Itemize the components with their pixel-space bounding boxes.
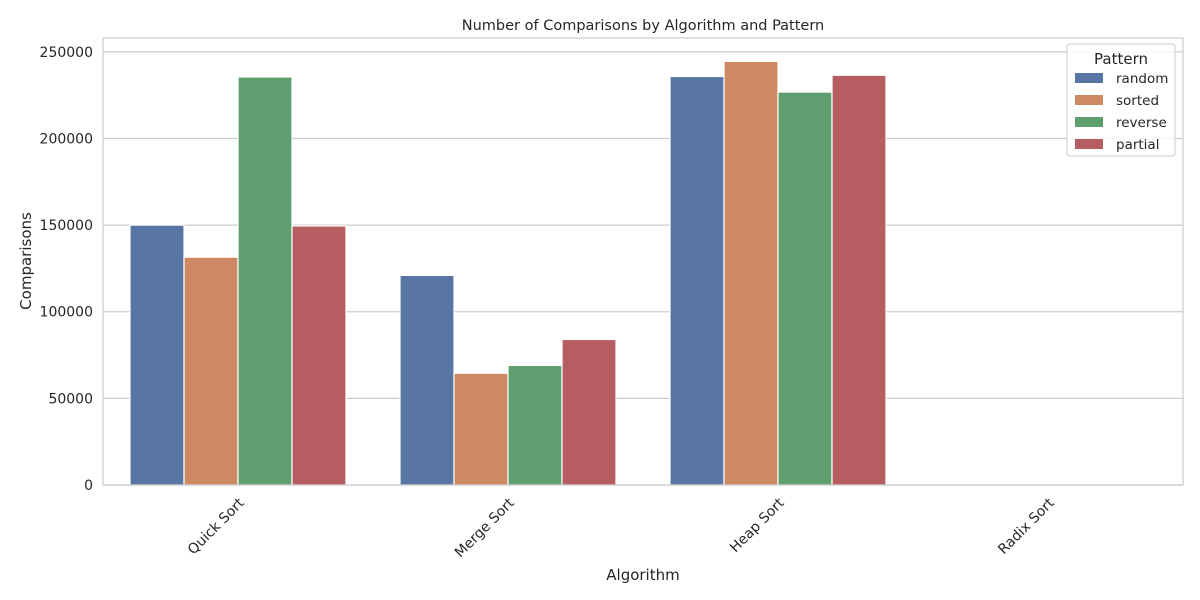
legend-swatch-sorted — [1075, 95, 1103, 105]
bar-reverse — [777, 91, 833, 486]
x-tick-labels: Quick Sort Merge Sort Heap Sort Radix Sort — [185, 495, 1058, 561]
y-tick-label: 200000 — [40, 131, 93, 147]
plot-frame — [102, 37, 1184, 486]
bar-random — [129, 224, 185, 486]
legend-swatch-reverse — [1075, 117, 1103, 127]
y-tick-label: 250000 — [40, 45, 93, 61]
bar-sorted — [453, 372, 509, 486]
legend-frame — [1066, 43, 1176, 157]
legend-label-reverse: reverse — [1116, 115, 1167, 131]
x-tick-label: Radix Sort — [995, 495, 1058, 558]
legend-label-random: random — [1116, 71, 1168, 87]
y-tick-label: 50000 — [48, 391, 93, 407]
x-axis-title: Algorithm — [606, 566, 679, 584]
bar-random — [669, 75, 725, 486]
y-tick-label: 150000 — [40, 218, 93, 234]
legend-label-sorted: sorted — [1116, 93, 1159, 109]
bar-partial — [831, 74, 887, 486]
y-tick-label: 0 — [84, 478, 93, 494]
legend-swatch-partial — [1075, 139, 1103, 149]
bar-partial — [561, 338, 617, 486]
legend-label-partial: partial — [1116, 137, 1159, 153]
bar-reverse — [237, 76, 293, 486]
y-tick-labels: 0 50000 100000 150000 200000 250000 — [40, 45, 93, 494]
bar-partial — [291, 225, 347, 486]
bars — [129, 60, 887, 486]
legend-swatch-random — [1075, 73, 1103, 83]
bar-random — [399, 274, 455, 486]
y-tick-label: 100000 — [40, 305, 93, 321]
x-tick-label: Quick Sort — [185, 495, 248, 558]
legend-title: Pattern — [1094, 50, 1148, 68]
bar-sorted — [183, 256, 239, 486]
x-tick-label: Merge Sort — [452, 495, 518, 561]
chart-title: Number of Comparisons by Algorithm and P… — [462, 18, 825, 34]
bar-sorted — [723, 60, 779, 486]
legend-items: random sorted reverse partial — [1075, 71, 1168, 153]
bar-reverse — [507, 364, 563, 486]
x-tick-label: Heap Sort — [727, 495, 788, 556]
legend: Pattern random sorted reverse partial — [1066, 43, 1176, 157]
y-axis-title: Comparisons — [17, 212, 35, 310]
